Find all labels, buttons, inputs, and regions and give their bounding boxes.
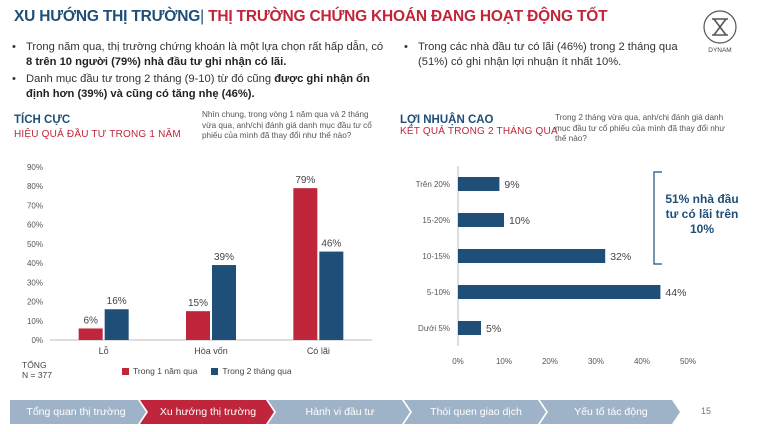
left-question: Nhìn chung, trong vòng 1 năm qua và 2 th… [202,110,372,140]
data-label: 6% [83,315,98,326]
bar [458,177,500,191]
nav-tab-overview[interactable]: Tổng quan thị trường [26,406,126,418]
right-question: Trong 2 tháng vừa qua, anh/chị đánh giá … [555,113,725,143]
nav-arrow-shape[interactable] [140,400,274,424]
left-section-subtitle: HIỆU QUẢ ĐẦU TƯ TRONG 1 NĂM [14,129,181,140]
bullet-item: Danh mục đầu tư trong 2 tháng (9-10) từ … [10,72,390,102]
bar [458,213,504,227]
vertical-bar-chart: 0% 10% 20% 30% 40% 50% 60% 70% 80% 90% 6% 16% Lỗ 15% 3… [27,163,372,356]
logo-text: DYNAM [708,47,731,54]
y-tick-label: 60% [27,221,43,230]
x-tick-label: Có lãi [307,346,330,356]
right-section-title: LỢI NHUẬN CAO [400,114,494,126]
x-tick-label: 10% [496,357,512,366]
page-number: 15 [701,406,712,416]
dynam-logo-icon: DYNAM [703,10,737,54]
y-tick-label: 15-20% [422,216,450,225]
bullet-item: Trong các nhà đầu tư có lãi (46%) trong … [402,40,702,70]
bar [78,328,103,340]
legend-item-2-months: Trong 2 tháng qua [211,366,292,376]
x-tick-label: 20% [542,357,558,366]
bullet-item: Trong năm qua, thị trường chứng khoán là… [10,40,390,70]
total-sample: TỔNG N = 377 [22,360,52,380]
bar [104,309,129,340]
data-label: 10% [509,215,530,227]
bar [186,311,210,340]
y-tick-label: 10% [27,317,43,326]
x-tick-label: 50% [680,357,696,366]
title-part2: THỊ TRƯỜNG CHỨNG KHOÁN ĐANG HOẠT ĐỘNG TỐ… [208,8,608,25]
y-tick-label: 10-15% [422,252,450,261]
x-tick-label: Hòa vốn [194,346,228,356]
y-tick-label: Dưới 5% [418,324,450,333]
data-label: 46% [321,239,341,250]
y-tick-label: 50% [27,240,43,249]
legend-label: Trong 2 tháng qua [222,366,292,376]
title-separator: | [200,8,204,25]
right-section-subtitle: KẾT QUẢ TRONG 2 THÁNG QUA [400,126,558,137]
bullets-left: Trong năm qua, thị trường chứng khoán là… [10,40,390,104]
callout-text: 51% nhà đầu tư có lãi trên 10% [665,192,739,236]
y-tick-label: 40% [27,259,43,268]
nav-tab-factors[interactable]: Yếu tố tác động [574,406,648,418]
nav-tab-behavior[interactable]: Hành vi đầu tư [305,406,375,418]
y-tick-label: 70% [27,201,43,210]
data-label: 9% [504,179,519,191]
x-tick-label: 30% [588,357,604,366]
page-title: XU HƯỚNG THỊ TRƯỜNG| THỊ TRƯỜNG CHỨNG KH… [14,8,608,26]
legend-swatch-blue [211,367,219,375]
data-label: 15% [188,298,208,309]
nav-arrows [10,400,680,424]
bar [319,251,344,340]
bullets-right: Trong các nhà đầu tư có lãi (46%) trong … [402,40,702,70]
horizontal-bar-chart: 9% Trên 20% 10% 15-20% 32% 10-15% 44% 5-10% 5% Dư… [416,166,696,366]
total-n: N = 377 [22,370,53,380]
bar [458,285,661,299]
x-tick-label: Lỗ [99,346,109,356]
data-label: 44% [665,287,686,299]
nav-arrow-shape[interactable] [268,400,410,424]
data-label: 5% [486,323,501,335]
legend-label: Trong 1 năm qua [133,366,198,376]
y-tick-label: Trên 20% [416,180,450,189]
data-label: 32% [610,251,631,263]
nav-arrow-shape[interactable] [540,400,680,424]
legend-item-1-year: Trong 1 năm qua [122,366,197,376]
left-section-title: TÍCH CỰC [14,114,71,126]
nav-tab-trends[interactable]: Xu hướng thị trường [159,406,257,418]
y-tick-label: 20% [27,298,43,307]
section-navigation: Tổng quan thị trường Xu hướng thị trường… [10,400,680,424]
nav-tab-habits[interactable]: Thói quen giao dịch [430,406,522,418]
y-tick-label: 90% [27,163,43,172]
x-tick-label: 40% [634,357,650,366]
data-label: 79% [295,175,315,186]
y-tick-label: 0% [31,336,43,345]
bar [293,188,318,340]
bar [212,265,236,340]
x-tick-label: 0% [452,357,464,366]
bar [458,321,481,335]
data-label: 39% [214,252,234,263]
legend-swatch-red [122,367,129,375]
y-tick-label: 80% [27,182,43,191]
bar [458,249,606,263]
callout-bracket-icon [653,171,662,265]
data-label: 16% [107,296,127,307]
title-part1: XU HƯỚNG THỊ TRƯỜNG [14,8,201,25]
total-label: TỔNG [22,360,47,370]
y-tick-label: 30% [27,278,43,287]
nav-arrow-shape[interactable] [10,400,146,424]
chart-legend: Trong 1 năm qua Trong 2 tháng qua [122,366,292,376]
nav-arrow-shape[interactable] [404,400,546,424]
y-tick-label: 5-10% [427,288,450,297]
